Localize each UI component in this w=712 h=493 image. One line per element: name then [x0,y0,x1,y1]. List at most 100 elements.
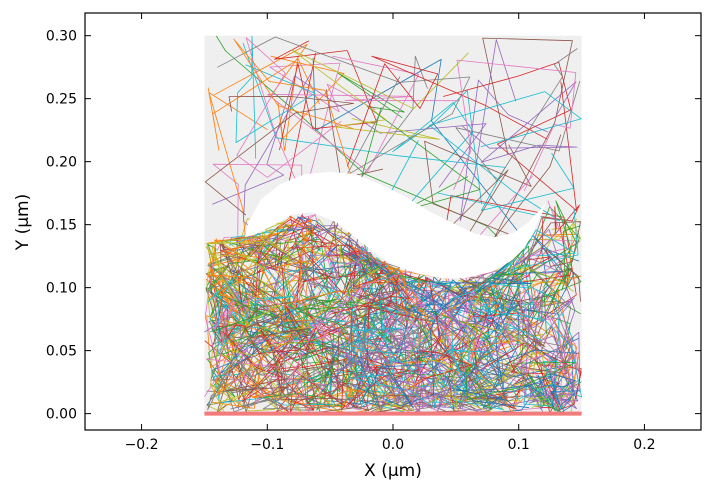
trajectory-line [300,258,426,408]
trajectory-line [283,236,387,278]
trajectory-line [219,223,313,346]
trajectory-line [207,44,308,151]
trajectory-line [445,293,486,410]
trajectory-line [212,75,487,205]
trajectory-line [356,353,530,409]
trajectory-line [243,313,340,401]
y-tick-label: 0.05 [46,344,77,360]
trajectory-line [526,217,572,359]
trajectory-line [236,37,342,191]
trajectory-line [281,306,402,363]
y-axis-label: Y (µm) [13,194,33,251]
trajectory-line [518,274,576,412]
trajectory-line [497,221,581,302]
trajectory-line [207,298,281,411]
gap-region [244,171,547,279]
x-tick-label: 0.1 [508,437,530,453]
trajectory-line [412,337,507,400]
trajectory-line [523,313,562,410]
trajectory-line [403,287,477,366]
y-tick-label: 0.30 [46,29,77,45]
trajectory-line [426,195,577,408]
trajectory-line [489,283,582,400]
trajectory-line [351,272,428,406]
x-tick-label: −0.2 [125,437,159,453]
trajectory-line [425,276,573,364]
x-tick-label: −0.1 [250,437,284,453]
trajectory-line [211,267,410,409]
trajectory-line [440,282,521,362]
trajectory-line [351,246,414,318]
trajectory-line [383,336,447,408]
trajectory-line [512,204,580,284]
trajectory-line [204,96,355,216]
trajectory-line [216,231,318,396]
trajectory-line [474,313,582,410]
trajectory-line [205,270,411,402]
trajectory-line [205,228,287,284]
trajectory-line [387,272,472,382]
trajectory-line [504,326,574,404]
trajectory-line [305,366,370,413]
trajectory-line [300,247,410,315]
trajectory-line [344,315,563,412]
trajectory-line [474,262,532,323]
baseline-strip [204,411,582,416]
trajectory-line [482,37,573,240]
trajectory-line [427,279,469,409]
x-tick-label: 0.0 [382,437,404,453]
trajectory-line [453,59,577,192]
trajectory-line [484,225,581,284]
trajectory-line [459,341,577,410]
trajectory-line [221,229,290,271]
trajectory-line [341,345,492,408]
trajectory-line [296,224,403,378]
x-axis-label: X (µm) [364,461,422,481]
trajectory-line [402,304,493,386]
y-tick-label: 0.25 [46,92,77,108]
trajectory-line [293,244,352,362]
trajectory-line [206,231,284,305]
trajectory-line [488,208,579,322]
trajectory-line [235,35,316,159]
trajectory-line [212,310,306,345]
trajectory-line [229,229,341,343]
trajectory-line [348,299,501,408]
trajectory-line [349,258,403,312]
trajectory-line [291,49,469,140]
trajectory-line [267,55,460,172]
trajectory-line [334,341,487,411]
trajectory-line [425,257,562,375]
trajectory-line [429,91,582,221]
trajectory-line [280,216,422,292]
trajectory-line [472,238,531,303]
trajectory-line [226,219,336,338]
y-tick-label: 0.00 [46,407,77,423]
trajectory-line [282,327,437,405]
trajectory-line [230,257,382,343]
trajectory-line [415,272,521,392]
y-tick-label: 0.15 [46,218,77,234]
trajectory-line [498,349,579,407]
trajectory-line [422,289,483,410]
trajectory-line [206,269,265,398]
trajectory-line [459,39,548,222]
y-tick-label: 0.10 [46,281,77,297]
trajectory-line [207,343,335,414]
x-tick-label: 0.2 [633,437,655,453]
trajectory-line [518,281,580,401]
trajectory-line [304,238,385,290]
trajectory-line [370,322,434,407]
trajectory-line [214,285,333,406]
trajectory-line [461,81,578,163]
y-tick-label: 0.20 [46,155,77,171]
trajectory-line [207,271,294,356]
trajectory-line [460,264,575,355]
trajectory-line [208,220,343,271]
trajectory-line [496,229,567,310]
trajectory-line [272,217,366,369]
trajectory-line [221,365,333,408]
trajectory-line [474,341,575,408]
trajectory-line [208,216,315,299]
